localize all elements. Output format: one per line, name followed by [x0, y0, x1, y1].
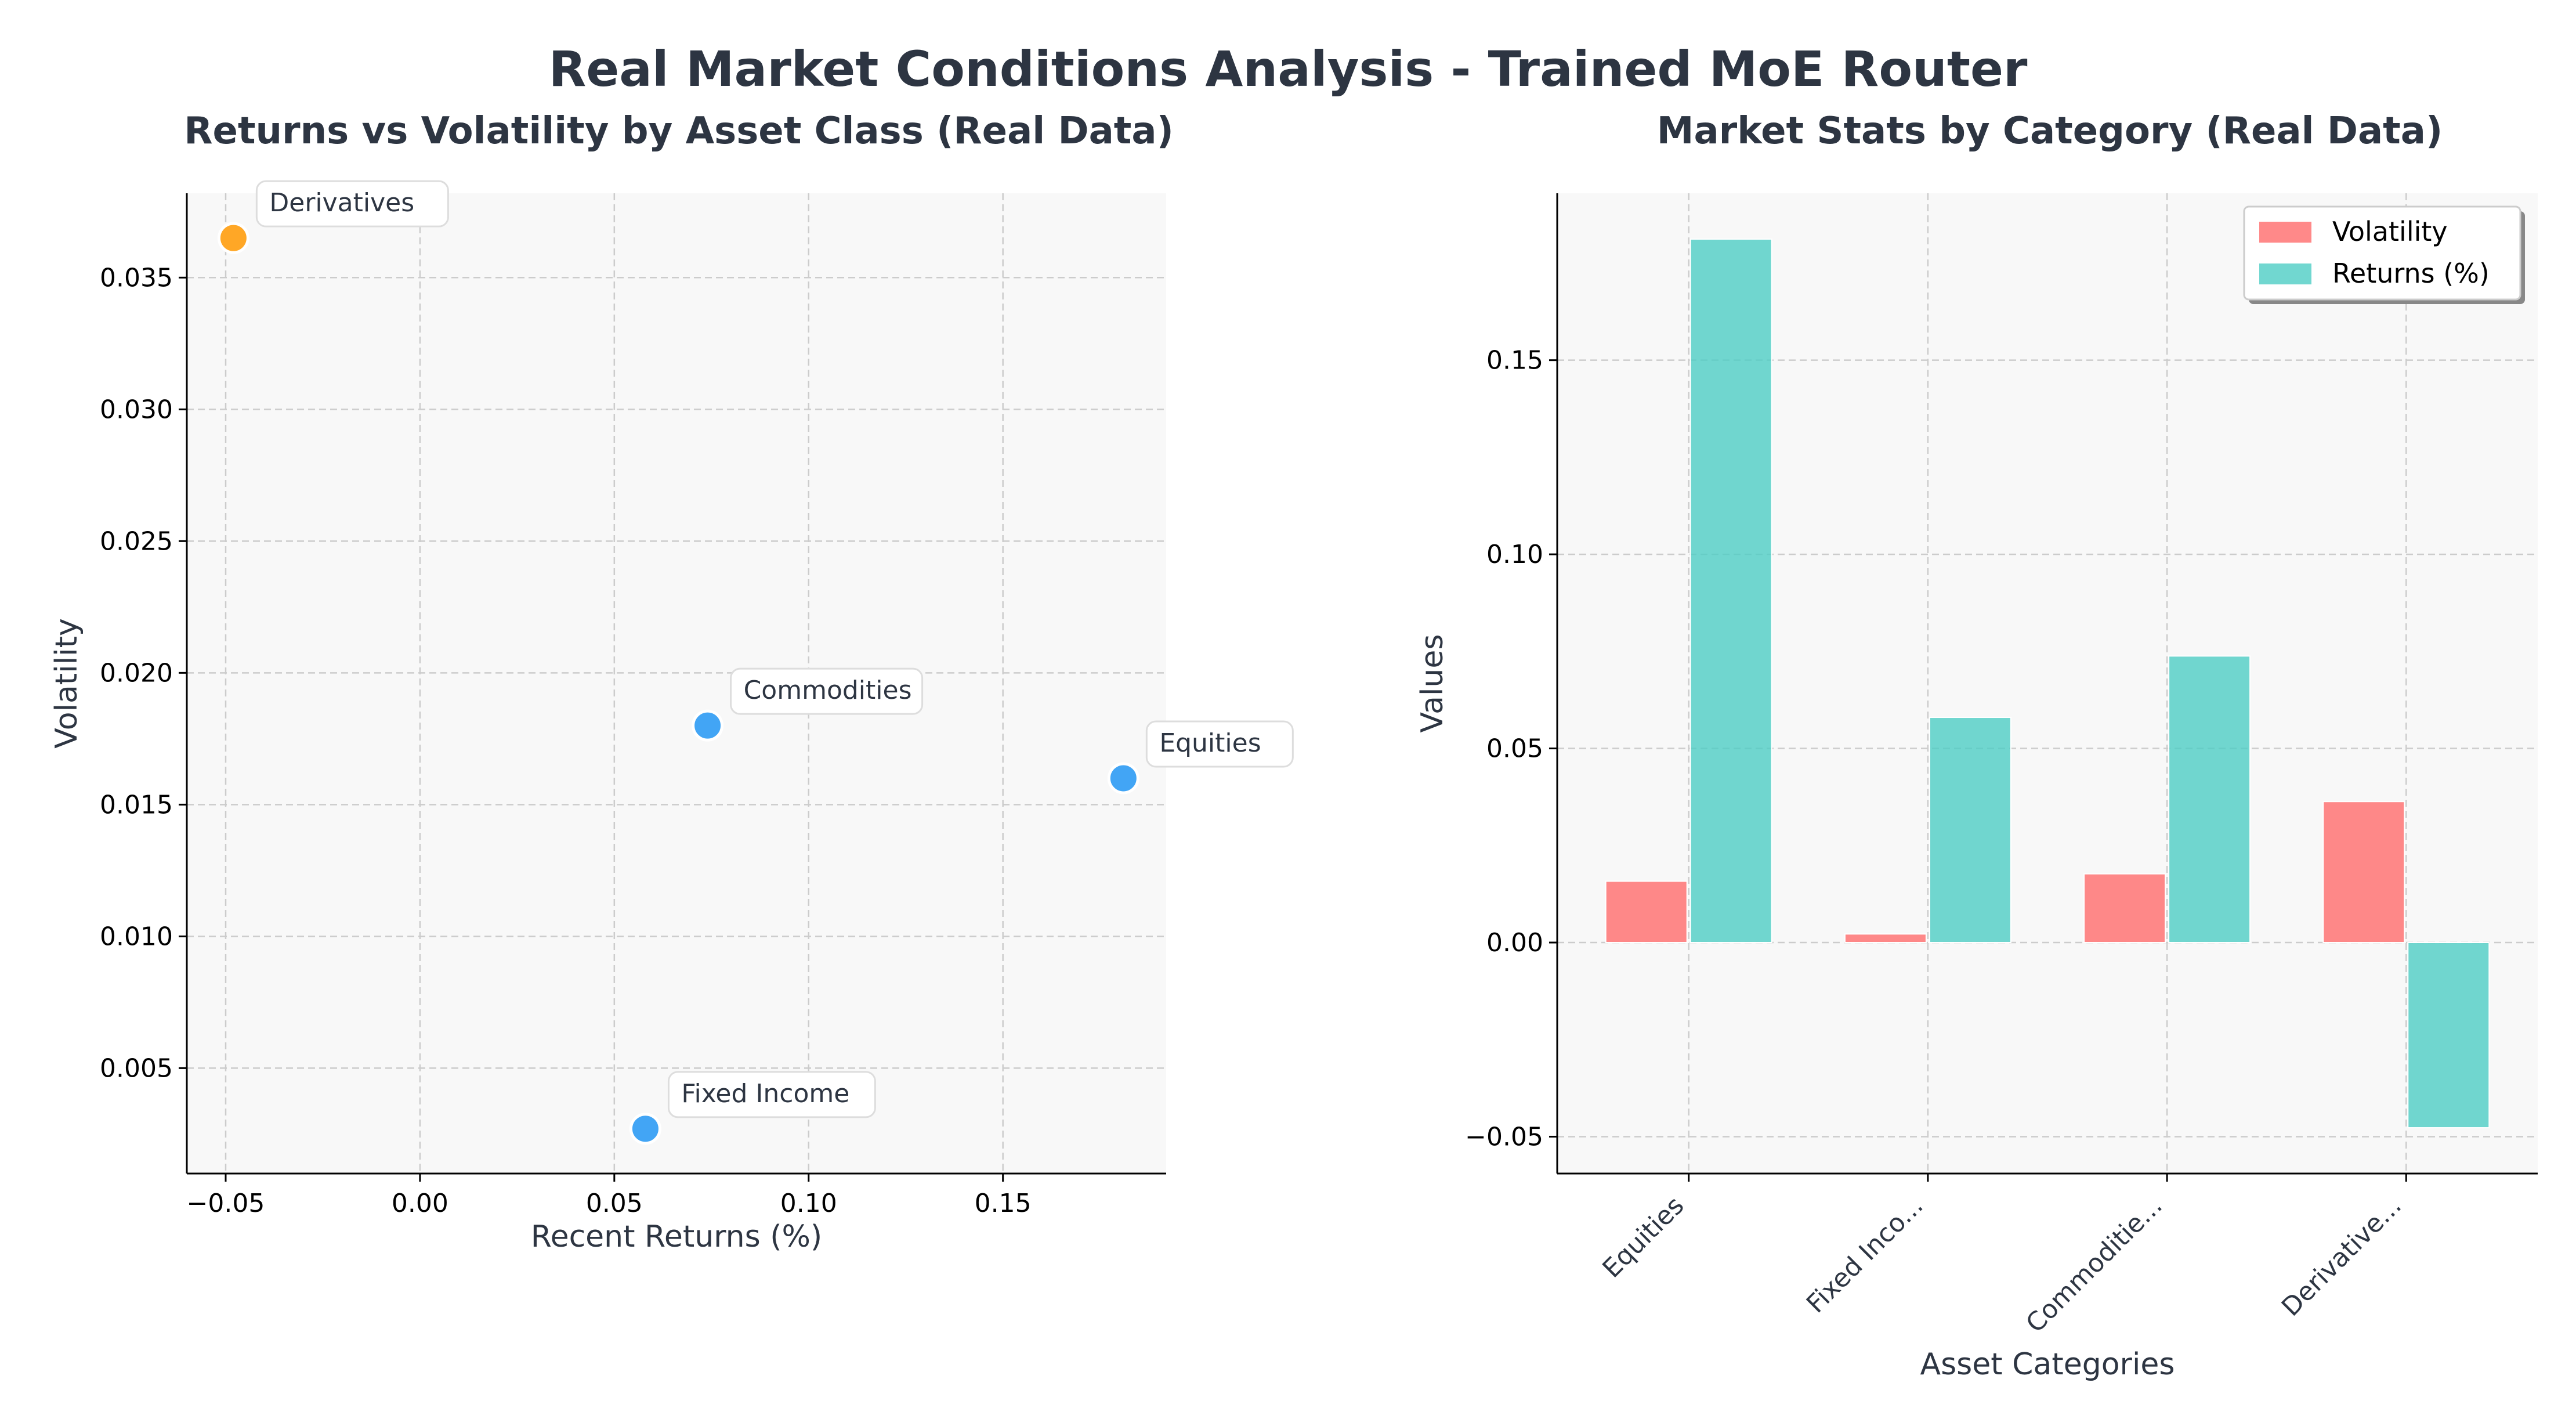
- bar-y-tick-label: −0.05: [1465, 1122, 1543, 1151]
- scatter-label-box: [730, 667, 924, 715]
- scatter-point-label: Fixed Income: [681, 1079, 849, 1109]
- scatter-x-tick-label: 0.15: [975, 1189, 1032, 1218]
- bar-legend: Volatility Returns (%): [2243, 205, 2525, 304]
- bar-bars: [1605, 238, 2490, 1129]
- legend-label: Volatility: [2332, 216, 2448, 247]
- scatter-y-tick-label: 0.030: [100, 395, 173, 424]
- scatter-point-label: Equities: [1159, 728, 1261, 758]
- bar-axes: [1556, 193, 2538, 1175]
- bar-grid: [1557, 193, 2538, 1174]
- scatter-points: [217, 222, 1139, 1145]
- scatter-y-tick-label: 0.025: [100, 526, 173, 556]
- bar-returns: [1929, 717, 2011, 943]
- bar-y-tick-label: 0.15: [1486, 346, 1543, 376]
- scatter-label-box: [1145, 720, 1294, 768]
- scatter-y-tick-label: 0.035: [100, 263, 173, 293]
- bar-returns: [2407, 941, 2490, 1129]
- scatter-plot-area: [187, 193, 1166, 1174]
- bar-y-tick-label: 0.00: [1486, 928, 1543, 958]
- bar-title: Market Stats by Category (Real Data): [1657, 110, 2443, 153]
- legend-label: Returns (%): [2332, 258, 2490, 289]
- bar-y-tick-label: 0.10: [1486, 540, 1543, 569]
- scatter-x-tick-label: 0.00: [392, 1189, 448, 1218]
- scatter-panel: −0.05 0.00 0.05 0.10 0.15 0.0050.0100.0150.0…: [49, 110, 1294, 1254]
- scatter-y-axis-label: Volatility: [49, 618, 84, 749]
- figure-title: Real Market Conditions Analysis - Traine…: [549, 41, 2028, 98]
- scatter-y-ticks: 0.005 0.010 0.015 0.020 0.025 0.030 0.035: [100, 263, 187, 1083]
- legend-box: [2243, 205, 2521, 301]
- bar-y-ticks: −0.05 0.00 0.05 0.10 0.15: [1465, 346, 1557, 1151]
- scatter-point: [217, 222, 249, 254]
- scatter-point: [692, 709, 724, 742]
- bar-volatility: [1605, 880, 1688, 943]
- scatter-point-label: Derivatives: [269, 188, 414, 218]
- scatter-point: [629, 1113, 661, 1145]
- scatter-x-ticks: −0.05 0.00 0.05 0.10 0.15: [187, 1174, 1032, 1218]
- legend-swatch: [2259, 263, 2311, 284]
- scatter-title: Returns vs Volatility by Asset Class (Re…: [184, 110, 1174, 153]
- bar-returns: [1689, 238, 1772, 943]
- scatter-y-tick-label: 0.015: [100, 790, 173, 820]
- bar-volatility: [2322, 801, 2405, 943]
- bar-volatility: [2083, 873, 2166, 943]
- scatter-x-axis-label: Recent Returns (%): [531, 1219, 822, 1254]
- scatter-x-tick-label: 0.10: [780, 1189, 837, 1218]
- scatter-y-tick-label: 0.020: [100, 658, 173, 688]
- bar-x-axis-label: Asset Categories: [1920, 1347, 2175, 1382]
- scatter-label-box: [667, 1071, 876, 1118]
- legend-swatch: [2259, 222, 2311, 243]
- scatter-point: [1107, 762, 1139, 795]
- bar-returns: [2168, 655, 2251, 943]
- scatter-label-box: [255, 180, 449, 228]
- scatter-x-tick-label: −0.05: [187, 1189, 265, 1218]
- scatter-y-tick-label: 0.010: [100, 922, 173, 951]
- scatter-y-tick-label: 0.005: [100, 1053, 173, 1083]
- scatter-point-labels: Equities Fixed Income Commodities Derivativ…: [255, 180, 1294, 1118]
- bar-panel: −0.050.000.050.100.15 Equities Fixed Inco…: [1415, 110, 2538, 1382]
- bar-y-tick-label: 0.05: [1486, 734, 1543, 764]
- scatter-x-tick-label: 0.05: [586, 1189, 643, 1218]
- scatter-point-label: Commodities: [744, 676, 912, 705]
- bar-y-axis-label: Values: [1415, 634, 1450, 733]
- bar-volatility: [1844, 933, 1927, 943]
